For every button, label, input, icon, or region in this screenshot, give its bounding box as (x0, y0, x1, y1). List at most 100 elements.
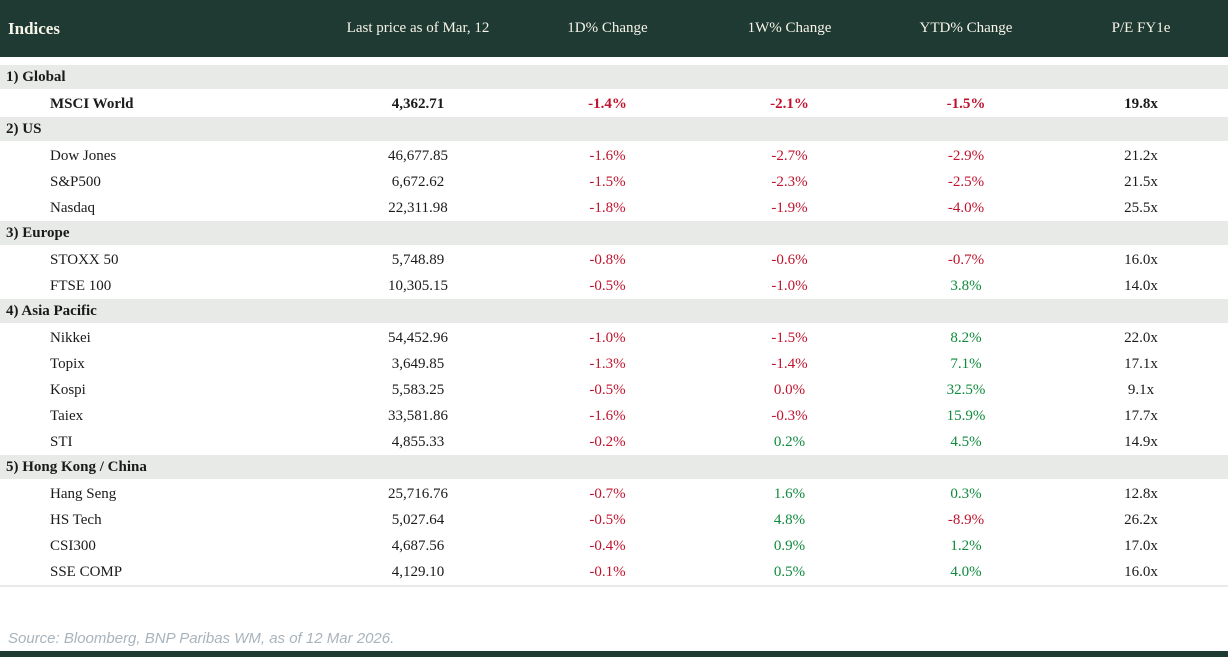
last-price: 4,687.56 (391, 537, 445, 554)
pe-ratio: 25.5x (1124, 199, 1158, 216)
change-ytd: 7.1% (950, 355, 982, 372)
change-1w: 1.6% (773, 485, 806, 502)
table-row: CSI300 4,687.56 -0.4% 0.9% 1.2% 17.0x (0, 533, 1228, 559)
change-ytd: -4.0% (947, 199, 985, 216)
change-1w: 0.2% (773, 433, 806, 450)
pe-ratio: 21.5x (1124, 173, 1158, 190)
change-1w: -2.7% (771, 147, 808, 164)
change-ytd: 15.9% (946, 407, 986, 424)
section-label: 5) Hong Kong / China (6, 458, 147, 475)
section-label: 3) Europe (6, 224, 70, 241)
last-price: 46,677.85 (388, 147, 448, 164)
pe-ratio: 14.9x (1124, 433, 1158, 450)
column-header-ytd-change: YTD% Change (919, 20, 1013, 36)
last-price: 33,581.86 (388, 407, 448, 424)
source-note: Source: Bloomberg, BNP Paribas WM, as of… (8, 630, 395, 647)
section-row: 4) Asia Pacific (0, 299, 1228, 323)
table-row: HS Tech 5,027.64 -0.5% 4.8% -8.9% 26.2x (0, 507, 1228, 533)
index-name: Nikkei (50, 329, 91, 346)
change-1d: -1.8% (589, 199, 626, 216)
change-1w: 0.0% (773, 381, 806, 398)
section-row: 5) Hong Kong / China (0, 455, 1228, 479)
index-name: STOXX 50 (50, 251, 119, 268)
last-price: 3,649.85 (391, 355, 445, 372)
table-row: Dow Jones 46,677.85 -1.6% -2.7% -2.9% 21.2x (0, 143, 1228, 169)
change-1d: -1.4% (588, 95, 627, 112)
change-1w: 0.5% (773, 563, 806, 580)
pe-ratio: 17.0x (1124, 537, 1158, 554)
change-ytd: 0.3% (950, 485, 982, 502)
change-1w: 4.8% (773, 511, 806, 528)
pe-ratio: 26.2x (1124, 511, 1158, 528)
section-label: 4) Asia Pacific (6, 302, 97, 319)
change-1w: 0.9% (773, 537, 806, 554)
bottom-accent-bar (0, 651, 1228, 657)
section-row: 2) US (0, 117, 1228, 141)
section-label: 1) Global (6, 68, 66, 85)
column-header-last-price: Last price as of Mar, 12 (346, 20, 490, 36)
column-header-indices: Indices (8, 18, 60, 38)
pe-ratio: 16.0x (1124, 563, 1158, 580)
change-ytd: -0.7% (947, 251, 985, 268)
table-row: STOXX 50 5,748.89 -0.8% -0.6% -0.7% 16.0x (0, 247, 1228, 273)
last-price: 4,129.10 (391, 563, 445, 580)
table-row: Hang Seng 25,716.76 -0.7% 1.6% 0.3% 12.8x (0, 481, 1228, 507)
change-1d: -0.5% (589, 511, 626, 528)
change-ytd: -2.9% (947, 147, 985, 164)
change-ytd: 4.0% (950, 563, 982, 580)
last-price: 5,583.25 (391, 381, 445, 398)
change-1w: -0.6% (771, 251, 808, 268)
change-1w: -1.9% (771, 199, 808, 216)
table-row: STI 4,855.33 -0.2% 0.2% 4.5% 14.9x (0, 429, 1228, 455)
table-row: Kospi 5,583.25 -0.5% 0.0% 32.5% 9.1x (0, 377, 1228, 403)
index-name: Nasdaq (50, 199, 95, 216)
last-price: 25,716.76 (388, 485, 448, 502)
index-name: CSI300 (50, 537, 96, 554)
index-name: FTSE 100 (50, 277, 112, 294)
change-1w: -1.0% (771, 277, 808, 294)
pe-ratio: 17.7x (1124, 407, 1158, 424)
index-name: Taiex (50, 407, 84, 424)
change-ytd: 32.5% (946, 381, 986, 398)
table-header: Indices Last price as of Mar, 12 1D% Cha… (0, 0, 1228, 57)
change-1w: -1.4% (771, 355, 808, 372)
index-name: Kospi (50, 381, 86, 398)
table-row: SSE COMP 4,129.10 -0.1% 0.5% 4.0% 16.0x (0, 559, 1228, 585)
last-price: 4,362.71 (391, 95, 445, 112)
last-price: 10,305.15 (388, 277, 448, 294)
last-price: 5,027.64 (391, 511, 445, 528)
change-1d: -0.1% (589, 563, 626, 580)
change-1w: -0.3% (771, 407, 808, 424)
table-row: MSCI World 4,362.71 -1.4% -2.1% -1.5% 19.8x (0, 91, 1228, 117)
index-name: MSCI World (50, 95, 134, 112)
table-row: Nikkei 54,452.96 -1.0% -1.5% 8.2% 22.0x (0, 325, 1228, 351)
change-ytd: -8.9% (947, 511, 985, 528)
index-name: STI (50, 433, 73, 450)
change-ytd: -1.5% (946, 95, 986, 112)
change-1d: -0.7% (589, 485, 626, 502)
last-price: 6,672.62 (391, 173, 445, 190)
table-row: S&P500 6,672.62 -1.5% -2.3% -2.5% 21.5x (0, 169, 1228, 195)
table-row: Topix 3,649.85 -1.3% -1.4% 7.1% 17.1x (0, 351, 1228, 377)
index-name: HS Tech (50, 511, 102, 528)
column-header-1w-change: 1W% Change (747, 20, 832, 36)
change-1d: -0.5% (589, 381, 626, 398)
indices-table: 1) Global MSCI World 4,362.71 -1.4% -2.1% -1.… (0, 65, 1228, 585)
change-ytd: 1.2% (950, 537, 982, 554)
table-row: Taiex 33,581.86 -1.6% -0.3% 15.9% 17.7x (0, 403, 1228, 429)
change-1w: -2.3% (771, 173, 808, 190)
last-price: 54,452.96 (388, 329, 448, 346)
pe-ratio: 16.0x (1124, 251, 1158, 268)
last-price: 22,311.98 (388, 199, 448, 216)
pe-ratio: 9.1x (1127, 381, 1155, 398)
table-bottom-rule (0, 585, 1228, 587)
column-header-1d-change: 1D% Change (567, 20, 648, 36)
column-header-pe: P/E FY1e (1111, 20, 1171, 36)
table-row: Nasdaq 22,311.98 -1.8% -1.9% -4.0% 25.5x (0, 195, 1228, 221)
pe-ratio: 17.1x (1124, 355, 1158, 372)
change-1d: -1.6% (589, 147, 626, 164)
pe-ratio: 14.0x (1124, 277, 1158, 294)
change-1d: -0.4% (589, 537, 626, 554)
pe-ratio: 12.8x (1124, 485, 1158, 502)
section-label: 2) US (6, 120, 42, 137)
